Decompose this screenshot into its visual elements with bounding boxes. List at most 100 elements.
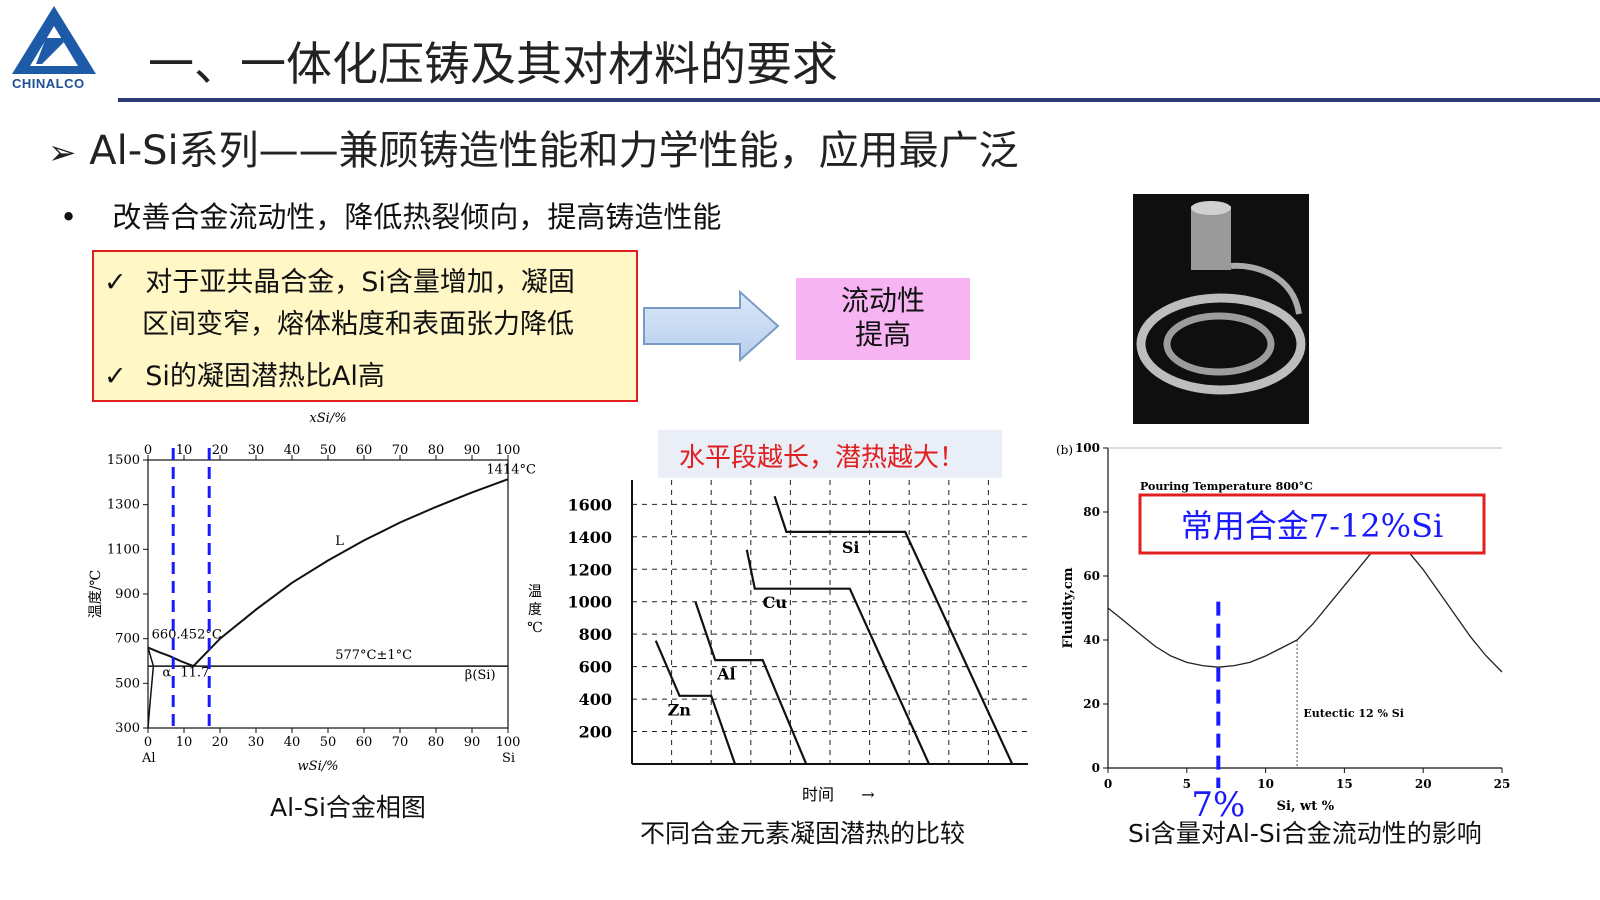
reason-2-line-1: Si的凝固潜热比Al高 — [145, 361, 385, 392]
y-tick-label: 900 — [115, 587, 140, 602]
y-tick-label: 1500 — [107, 453, 140, 468]
series-label-si: Si — [842, 538, 860, 557]
phase-annotation: 11.7 — [180, 666, 209, 681]
x-bottom-tick-label: 30 — [248, 735, 265, 750]
latent-caption: 不同合金元素凝固潜热的比较 — [640, 819, 966, 848]
solvus-line — [147, 647, 155, 729]
y-right-axis-label: 度 — [528, 602, 542, 618]
y-right-axis-label: 温 — [528, 584, 542, 600]
liquidus-line — [147, 478, 509, 668]
x-tick-label: 0 — [1104, 777, 1112, 791]
si-7-marker-label: 7% — [1191, 785, 1245, 825]
title-rule — [118, 98, 1600, 102]
series-label-zn: Zn — [668, 700, 692, 719]
y-tick-label: 800 — [579, 625, 612, 644]
latent-title: 水平段越长，潜热越大！ — [679, 443, 965, 473]
x-top-tick-label: 40 — [284, 443, 301, 458]
panel-label: (b) — [1056, 443, 1073, 457]
x-bottom-tick-label: 10 — [176, 735, 193, 750]
phase-caption: Al-Si合金相图 — [270, 793, 426, 822]
x-top-tick-label: 30 — [248, 443, 265, 458]
logo: CHINALCO — [8, 4, 100, 92]
x-bottom-tick-label: 50 — [320, 735, 337, 750]
x-axis-label: 时间 — [802, 785, 834, 804]
x-axis-label: wSi/% — [298, 759, 339, 774]
x-top-tick-label: 20 — [212, 443, 229, 458]
phase-annotation: β(Si) — [465, 668, 496, 683]
check-icon: ✓ — [104, 361, 127, 392]
x-tick-label: 15 — [1336, 777, 1353, 791]
x-top-tick-label: 10 — [176, 443, 193, 458]
phase-diagram-chart: 0 10 20 30 40 50 60 70 80 90 100 0 10 20 30 40 50 60 70 80 9… — [88, 411, 543, 774]
fluidity-caption: Si含量对Al-Si合金流动性的影响 — [1128, 819, 1482, 848]
x-tick-label: 20 — [1415, 777, 1432, 791]
y-tick-label: 20 — [1083, 697, 1100, 711]
series-label-al: Al — [716, 665, 736, 684]
x-bottom-tick-label: 80 — [428, 735, 445, 750]
y-tick-label: 200 — [579, 723, 612, 742]
y-right-axis-label: ℃ — [527, 620, 543, 636]
x-tick-label: 10 — [1257, 777, 1274, 791]
phase-annotation: L — [335, 534, 344, 549]
x-bottom-tick-label: 100 — [496, 735, 521, 750]
y-tick-label: 60 — [1083, 569, 1100, 583]
cooling-curve-si — [773, 495, 1014, 765]
chinalco-logo-icon — [12, 6, 96, 74]
y-tick-label: 500 — [115, 676, 140, 691]
y-tick-label: 1100 — [107, 542, 140, 557]
result-line-1: 流动性 — [840, 284, 925, 317]
x-top-tick-label: 90 — [464, 443, 481, 458]
phase-annotation: 577°C±1°C — [335, 648, 412, 663]
x-bottom-tick-label: 0 — [144, 735, 152, 750]
x-bottom-tick-label: 70 — [392, 735, 409, 750]
y-axis-label: 温度/℃ — [88, 570, 104, 618]
y-tick-label: 40 — [1083, 633, 1100, 647]
fluidity-chart: 0 20 40 60 80 100 0 5 10 15 20 25 (b) Fluidity,cm Si, … — [1056, 441, 1510, 825]
y-tick-label: 1600 — [567, 495, 612, 514]
fluidity-curve — [1107, 540, 1503, 673]
logo-text: CHINALCO — [12, 76, 85, 91]
page-title: 一、一体化压铸及其对材料的要求 — [148, 37, 838, 91]
phase-annotation: α — [162, 666, 171, 681]
y-tick-label: 100 — [1075, 441, 1100, 455]
y-tick-label: 0 — [1092, 761, 1100, 775]
bullet-text: 改善合金流动性，降低热裂倾向，提高铸造性能 — [112, 200, 722, 234]
result-box: 流动性 提高 — [796, 278, 970, 360]
phase-annotation: 1414°C — [486, 462, 536, 477]
reason-1-line-1: 对于亚共晶合金，Si含量增加，凝固 — [145, 267, 575, 298]
y-tick-label: 300 — [115, 721, 140, 736]
x-top-tick-label: 0 — [144, 443, 152, 458]
y-tick-label: 1200 — [567, 560, 612, 579]
cooling-curve-cu — [745, 549, 931, 765]
reason-1-line-2: 区间变窄，熔体粘度和表面张力降低 — [142, 309, 574, 340]
right-arrow-icon — [643, 290, 780, 362]
end-label-al: Al — [141, 751, 156, 766]
y-tick-label: 80 — [1083, 505, 1100, 519]
cooling-curve-chart: 水平段越长，潜热越大！ 200 400 600 800 1000 1200 1400 1600 时… — [567, 443, 1028, 804]
x-top-tick-label: 60 — [356, 443, 373, 458]
bullet-marker: • — [60, 200, 78, 234]
highlight-text: 常用合金7-12%Si — [1181, 507, 1443, 545]
y-tick-label: 400 — [579, 690, 612, 709]
y-tick-label: 700 — [115, 632, 140, 647]
y-tick-label: 600 — [579, 658, 612, 677]
x-tick-label: 5 — [1183, 777, 1191, 791]
subtitle: Al-Si系列——兼顾铸造性能和力学性能，应用最广泛 — [89, 128, 1019, 174]
check-icon: ✓ — [104, 267, 127, 298]
x-axis-arrow: → — [861, 785, 874, 804]
y-tick-label: 1400 — [567, 528, 612, 547]
x-top-tick-label: 100 — [496, 443, 521, 458]
reasons-box: ✓ 对于亚共晶合金，Si含量增加，凝固 区间变窄，熔体粘度和表面张力降低 ✓ S… — [92, 250, 638, 402]
series-label-cu: Cu — [763, 593, 788, 612]
y-tick-label: 1300 — [107, 498, 140, 513]
x-bottom-tick-label: 90 — [464, 735, 481, 750]
phase-annotation: 660.452°C — [152, 628, 222, 643]
latent-title-box — [658, 430, 1002, 478]
y-tick-label: 1000 — [567, 593, 612, 612]
x-axis-label: Si, wt % — [1277, 799, 1335, 814]
x-bottom-tick-label: 20 — [212, 735, 229, 750]
cooling-curve-al — [694, 601, 808, 765]
eutectic-label: Eutectic 12 % Si — [1303, 707, 1404, 720]
pouring-annotation: Pouring Temperature 800°C — [1140, 480, 1313, 493]
x-bottom-tick-label: 40 — [284, 735, 301, 750]
